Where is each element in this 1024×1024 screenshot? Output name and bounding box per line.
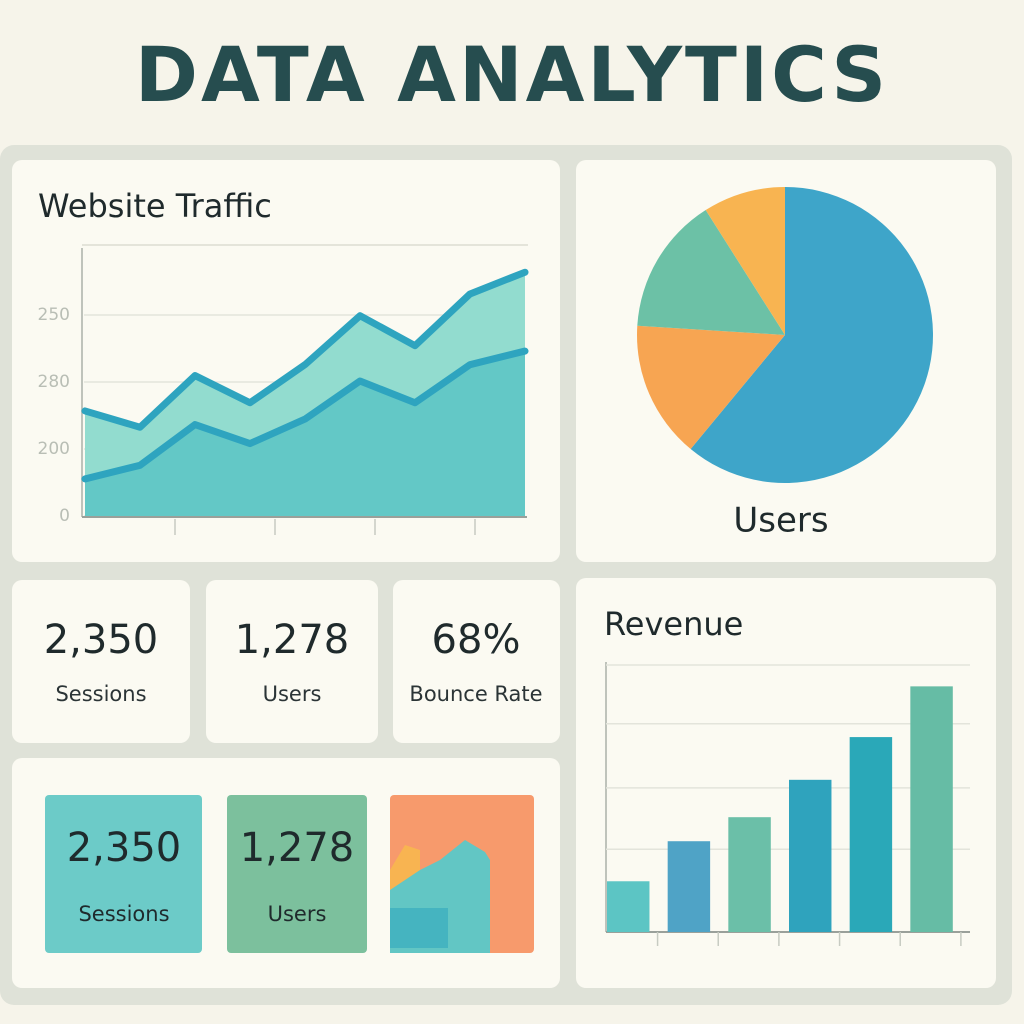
line [81, 347, 529, 483]
traffic-title: Website Traffic [38, 187, 272, 225]
tile [45, 795, 202, 953]
pie-slice [690, 187, 933, 483]
kpi-card [206, 580, 378, 743]
revenue-title: Revenue [604, 605, 743, 643]
y-tick-label: 280 [38, 372, 70, 392]
page-title: DATA ANALYTICS [135, 30, 889, 119]
pie-label: Users [733, 501, 828, 541]
bar [849, 737, 893, 932]
bar [667, 841, 711, 932]
bar [789, 779, 832, 932]
tile-value: 2,350 [67, 825, 182, 871]
bar [728, 817, 771, 932]
kpi-card [393, 580, 560, 743]
bar [607, 881, 650, 932]
bar [910, 686, 953, 932]
tile-label: Sessions [78, 902, 169, 926]
tile [227, 795, 367, 953]
kpi-value: 2,350 [44, 617, 159, 663]
pie-slice [637, 325, 785, 450]
tile-label: Users [268, 902, 327, 926]
kpi-label: Users [263, 682, 322, 706]
kpi-label: Sessions [55, 682, 146, 706]
pie-slice [705, 187, 785, 335]
tile-graphic-shape [390, 908, 448, 948]
pie-slice [637, 210, 785, 335]
line [81, 268, 529, 431]
kpi-value: 1,278 [235, 617, 350, 663]
kpi-label: Bounce Rate [409, 682, 542, 706]
kpi-card [12, 580, 190, 743]
kpi-value: 68% [432, 617, 521, 663]
y-tick-label: 200 [38, 439, 70, 459]
tile-value: 1,278 [240, 825, 355, 871]
y-tick-label: 250 [38, 305, 70, 325]
y-tick-label: 0 [59, 506, 70, 526]
area [85, 351, 525, 517]
